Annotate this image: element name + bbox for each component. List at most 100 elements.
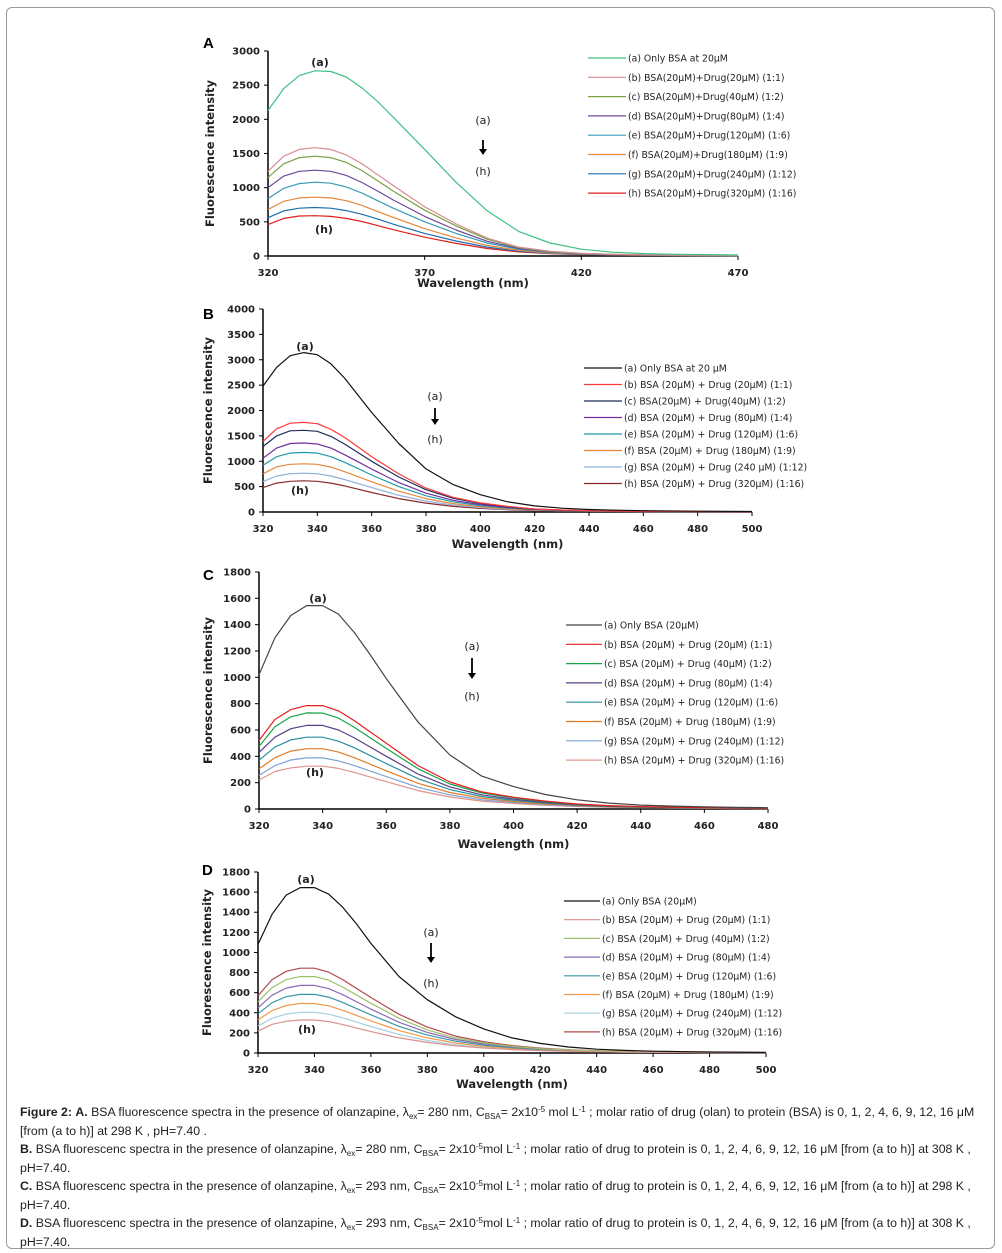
caption-sup: -5 <box>475 1142 483 1151</box>
caption-text: ; molar ratio of drug to protein is 0, 1… <box>20 1179 971 1212</box>
y-tick-label: 500 <box>234 482 255 493</box>
caption-c-label: C. <box>20 1179 33 1193</box>
x-tick-label: 340 <box>307 524 328 535</box>
y-tick-label: 1000 <box>232 183 260 194</box>
legend: (a) Only BSA at 20μM (b) BSA(20μM)+Drug(2… <box>588 54 796 200</box>
caption-sub: BSA <box>422 1223 439 1232</box>
x-tick-label: 420 <box>567 821 588 832</box>
legend-label: (h) BSA(20μM)+Drug(320μM) (1:16) <box>628 189 796 200</box>
legend-label: (d) BSA (20μM) + Drug (80μM) (1:4) <box>604 678 772 689</box>
caption-sup: -1 <box>513 1216 521 1225</box>
y-tick-label: 600 <box>230 726 251 737</box>
caption-text: = 2x10 <box>438 1142 476 1156</box>
caption-text: mol L <box>482 1179 514 1193</box>
legend-label: (c) BSA(20μM)+Drug(40μM) (1:2) <box>628 92 784 103</box>
legend-label: (g) BSA (20μM) + Drug (240 μM) (1:12) <box>624 463 807 474</box>
legend-label: (d) BSA (20μM) + Drug (80μM) (1:4) <box>624 413 792 424</box>
x-tick-label: 380 <box>417 1065 438 1076</box>
caption-text: mol L <box>545 1105 579 1119</box>
arrow-from-label: (a) <box>464 640 479 653</box>
y-tick-label: 2500 <box>232 81 260 92</box>
figure-frame <box>6 7 995 1249</box>
x-tick-label: 340 <box>304 1065 325 1076</box>
y-tick-label: 0 <box>244 805 251 816</box>
legend-label: (e) BSA (20μM) + Drug (120μM) (1:6) <box>604 698 778 709</box>
y-tick-label: 1200 <box>222 928 250 939</box>
series-line <box>258 705 769 809</box>
x-tick-label: 460 <box>633 524 654 535</box>
x-tick-label: 460 <box>694 821 715 832</box>
legend-label: (a) Only BSA at 20 μM <box>624 364 727 375</box>
caption-sub: BSA <box>484 1112 501 1121</box>
y-tick-label: 500 <box>239 217 260 228</box>
figure-label: Figure 2: <box>20 1105 72 1119</box>
series-line <box>267 147 739 257</box>
caption-text: = 2x10 <box>438 1179 476 1193</box>
y-tick-label: 1600 <box>223 594 251 605</box>
caption-a: Figure 2: A. BSA fluorescence spectra in… <box>20 1102 985 1139</box>
caption-text: ; molar ratio of drug to protein is 0, 1… <box>20 1142 971 1175</box>
legend: (a) Only BSA (20μM) (b) BSA (20μM) + Drug… <box>566 621 784 767</box>
legend: (a) Only BSA at 20 μM (b) BSA (20μM) + Dr… <box>584 364 807 490</box>
x-axis-title: Wavelength (nm) <box>456 1077 568 1091</box>
series-group <box>262 351 753 513</box>
legend-label: (a) Only BSA (20μM) <box>604 621 699 632</box>
y-tick-label: 2500 <box>227 381 255 392</box>
y-tick-label: 4000 <box>227 305 255 316</box>
y-axis-title: Fluorescence intensity <box>200 888 214 1036</box>
series-line <box>262 421 753 513</box>
caption-sub: ex <box>346 1149 356 1158</box>
panel-c: C 0 200 400 600 800 1000 1200 1400 1600 1800 320 340… <box>0 560 1002 855</box>
y-axis-title: Fluorescence intensity <box>201 336 215 484</box>
caption-sub: ex <box>346 1223 356 1232</box>
panel-b: B 0 500 1000 1500 2000 2500 3000 3500 4000 320 340 3… <box>0 300 1002 560</box>
caption-sub: ex <box>408 1112 418 1121</box>
curve-label-bottom: (h) <box>306 766 324 779</box>
y-tick-label: 1600 <box>222 888 250 899</box>
arrow-from-label: (a) <box>423 926 438 939</box>
x-tick-label: 440 <box>586 1065 607 1076</box>
y-tick-label: 400 <box>230 752 251 763</box>
series-line <box>258 604 769 809</box>
legend-label: (e) BSA(20μM)+Drug(120μM) (1:6) <box>628 131 790 142</box>
down-arrow-head-icon <box>479 149 487 155</box>
y-tick-label: 800 <box>230 699 251 710</box>
panel-letter: D <box>202 862 213 879</box>
caption-a-label: A. <box>75 1105 88 1119</box>
caption-sup: -1 <box>578 1105 586 1114</box>
figure-caption: Figure 2: A. BSA fluorescence spectra in… <box>20 1102 985 1250</box>
y-tick-label: 400 <box>229 1008 250 1019</box>
panel-letter: C <box>203 567 214 584</box>
y-axis-title: Fluorescence intensity <box>203 79 217 227</box>
y-tick-label: 600 <box>229 988 250 999</box>
caption-text: BSA fluorescenc spectra in the presence … <box>32 1142 347 1156</box>
caption-text: mol L <box>482 1142 514 1156</box>
curve-label-bottom: (h) <box>315 223 333 236</box>
legend-label: (c) BSA(20μM) + Drug(40μM) (1:2) <box>624 397 786 408</box>
legend-label: (g) BSA (20μM) + Drug (240μM) (1:12) <box>602 1009 782 1020</box>
series-line <box>257 886 767 1053</box>
legend-label: (f) BSA(20μM)+Drug(180μM) (1:9) <box>628 150 788 161</box>
down-arrow-head-icon <box>431 419 439 425</box>
x-tick-label: 360 <box>376 821 397 832</box>
caption-d-label: D. <box>20 1216 33 1230</box>
y-tick-label: 1800 <box>223 568 251 579</box>
curve-label-top: (a) <box>296 340 313 353</box>
curve-label-top: (a) <box>297 873 314 886</box>
curve-label-bottom: (h) <box>298 1023 316 1036</box>
series-line <box>257 993 767 1054</box>
chart-c: C 0 200 400 600 800 1000 1200 1400 1600 1800 320 340… <box>201 567 784 851</box>
caption-sup: -5 <box>538 1105 546 1114</box>
caption-text: BSA fluorescenc spectra in the presence … <box>32 1216 347 1230</box>
legend-label: (e) BSA (20μM) + Drug (120μM) (1:6) <box>624 430 798 441</box>
caption-text: mol L <box>482 1216 514 1230</box>
y-tick-label: 3500 <box>227 330 255 341</box>
y-tick-label: 1400 <box>223 620 251 631</box>
y-tick-label: 1400 <box>222 908 250 919</box>
panel-a: A 0 500 1000 1500 2000 2500 3000 320 370 420 470 Wav… <box>0 0 1002 300</box>
caption-sub: BSA <box>422 1186 439 1195</box>
series-group <box>267 70 739 257</box>
caption-sup: -1 <box>513 1142 521 1151</box>
caption-text: = 280 nm, C <box>355 1142 423 1156</box>
y-tick-label: 200 <box>230 778 251 789</box>
